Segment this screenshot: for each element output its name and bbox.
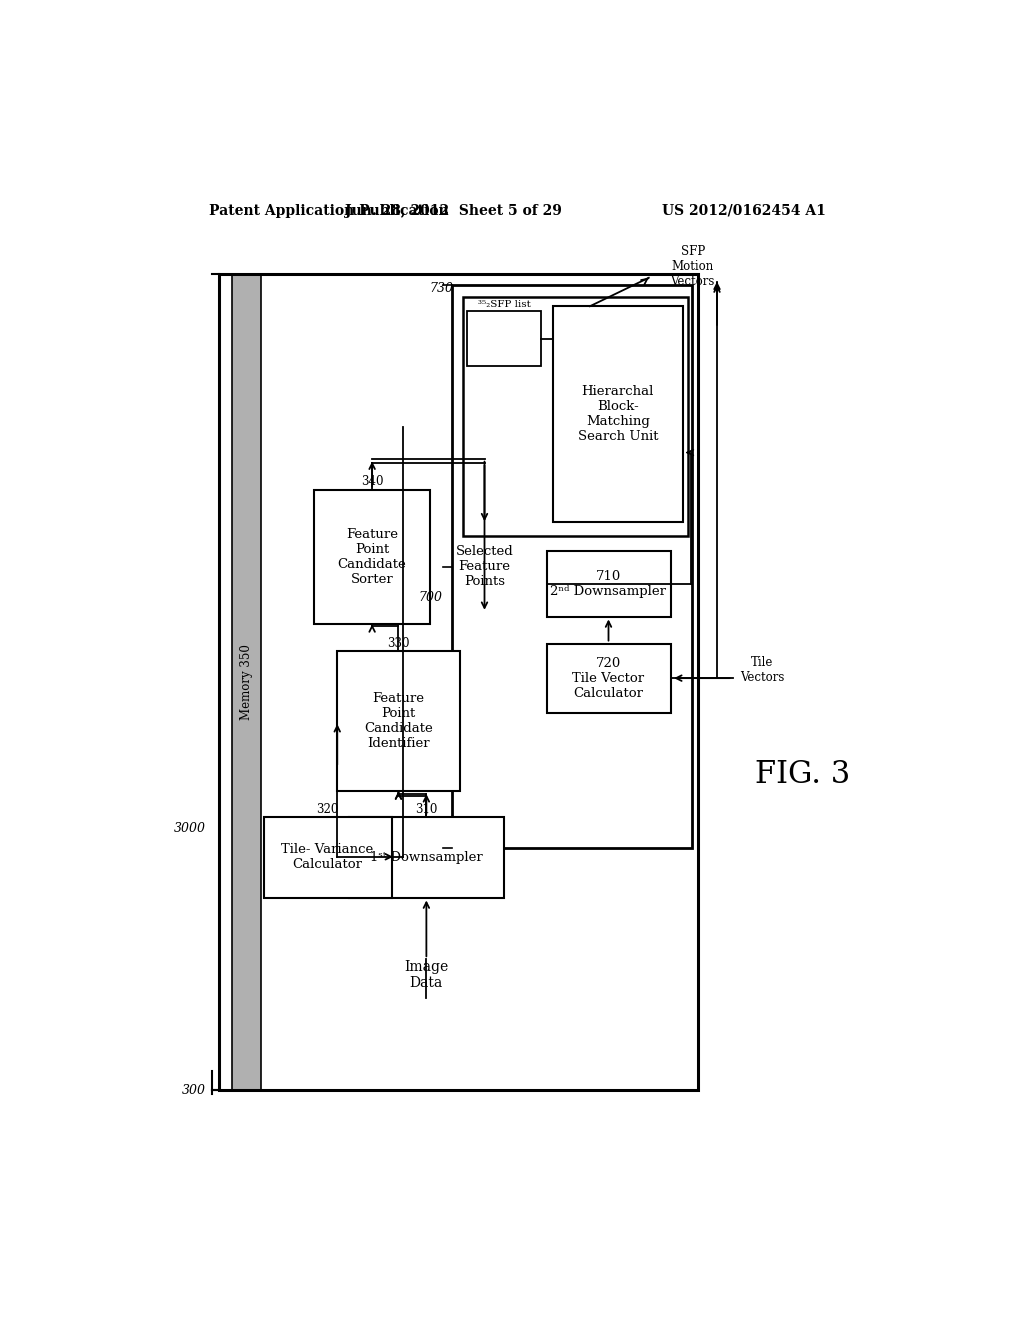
Text: Patent Application Publication: Patent Application Publication	[209, 203, 449, 218]
Text: 720
Tile Vector
Calculator: 720 Tile Vector Calculator	[572, 656, 644, 700]
Text: 300: 300	[181, 1084, 206, 1097]
Bar	[463, 297, 687, 536]
Text: Selected
Feature
Points: Selected Feature Points	[456, 545, 513, 587]
Bar	[219, 275, 698, 1090]
Bar	[314, 490, 430, 624]
Text: 340: 340	[360, 475, 383, 488]
Text: Tile- Variance
Calculator: Tile- Variance Calculator	[282, 843, 374, 871]
Bar	[553, 306, 683, 521]
Bar	[452, 285, 692, 847]
Text: Feature
Point
Candidate
Sorter: Feature Point Candidate Sorter	[338, 528, 407, 586]
Text: SFP
Motion
Vectors: SFP Motion Vectors	[671, 244, 715, 288]
Text: 710
2ⁿᵈ Downsampler: 710 2ⁿᵈ Downsampler	[551, 570, 667, 598]
Text: 320: 320	[316, 803, 339, 816]
Text: Jun. 28, 2012  Sheet 5 of 29: Jun. 28, 2012 Sheet 5 of 29	[345, 203, 562, 218]
Text: ³⁵₂SFP list: ³⁵₂SFP list	[478, 300, 530, 309]
Bar	[547, 552, 671, 616]
Bar	[547, 644, 671, 713]
Text: 3000: 3000	[173, 822, 206, 834]
Text: FIG. 3: FIG. 3	[755, 759, 850, 789]
Text: 310: 310	[415, 803, 437, 816]
Text: Tile
Vectors: Tile Vectors	[740, 656, 784, 685]
Text: 730: 730	[429, 282, 454, 296]
Text: Memory 350: Memory 350	[240, 644, 253, 719]
Text: Feature
Point
Candidate
Identifier: Feature Point Candidate Identifier	[365, 692, 433, 750]
Text: 700: 700	[419, 591, 442, 603]
Text: 1ˢᵗ Downsampler: 1ˢᵗ Downsampler	[370, 850, 482, 863]
Bar	[337, 651, 460, 792]
Bar	[467, 312, 541, 367]
Text: Image
Data: Image Data	[404, 960, 449, 990]
Bar	[349, 817, 504, 898]
Bar	[219, 275, 698, 1090]
Bar	[263, 817, 391, 898]
Text: Hierarchal
Block-
Matching
Search Unit: Hierarchal Block- Matching Search Unit	[578, 385, 658, 444]
Text: 330: 330	[387, 638, 410, 649]
Text: US 2012/0162454 A1: US 2012/0162454 A1	[662, 203, 825, 218]
Bar	[231, 275, 261, 1090]
